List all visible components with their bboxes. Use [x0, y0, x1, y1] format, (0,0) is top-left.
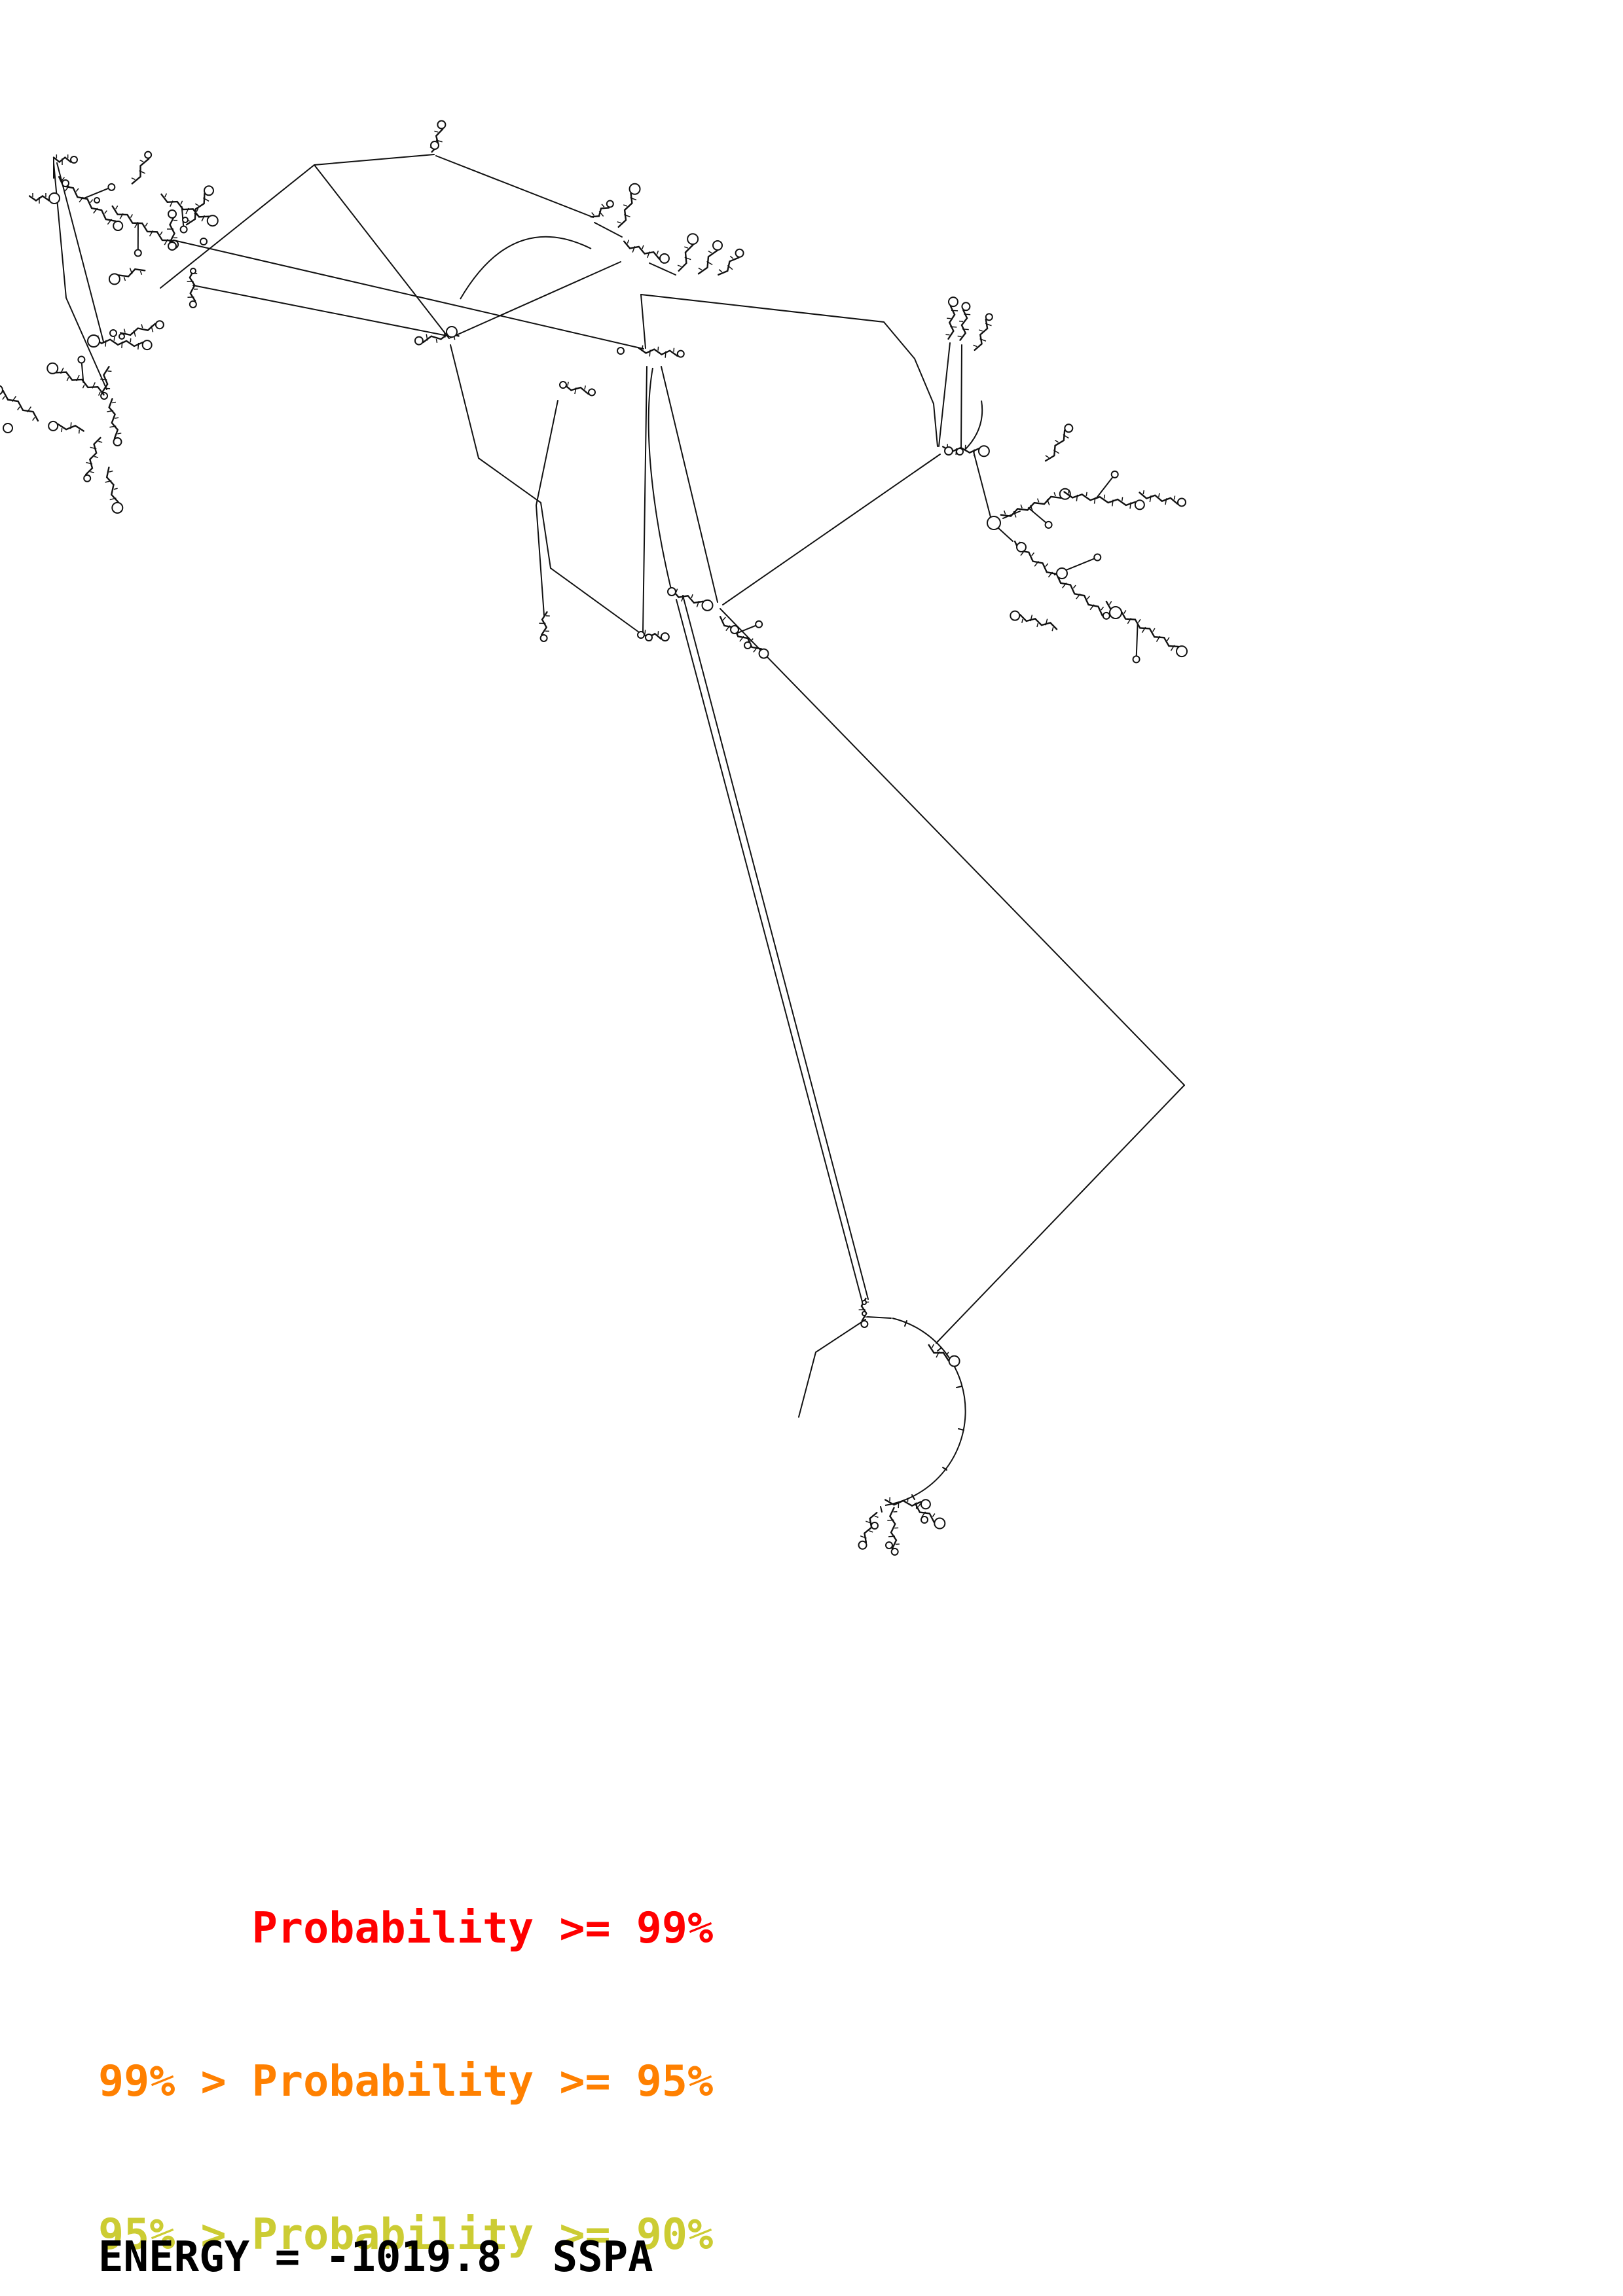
probability-color-legend: Probability >= 99% 99% > Probability >= … — [98, 1801, 713, 2296]
legend-row-95-99: 99% > Probability >= 95% — [98, 2057, 714, 2106]
energy-label: ENERGY = -1019.8 SSPA — [98, 2233, 653, 2282]
legend-row-90-95: 95% > Probability >= 90% — [98, 2210, 714, 2259]
legend-row-99: Probability >= 99% — [98, 1904, 714, 1953]
